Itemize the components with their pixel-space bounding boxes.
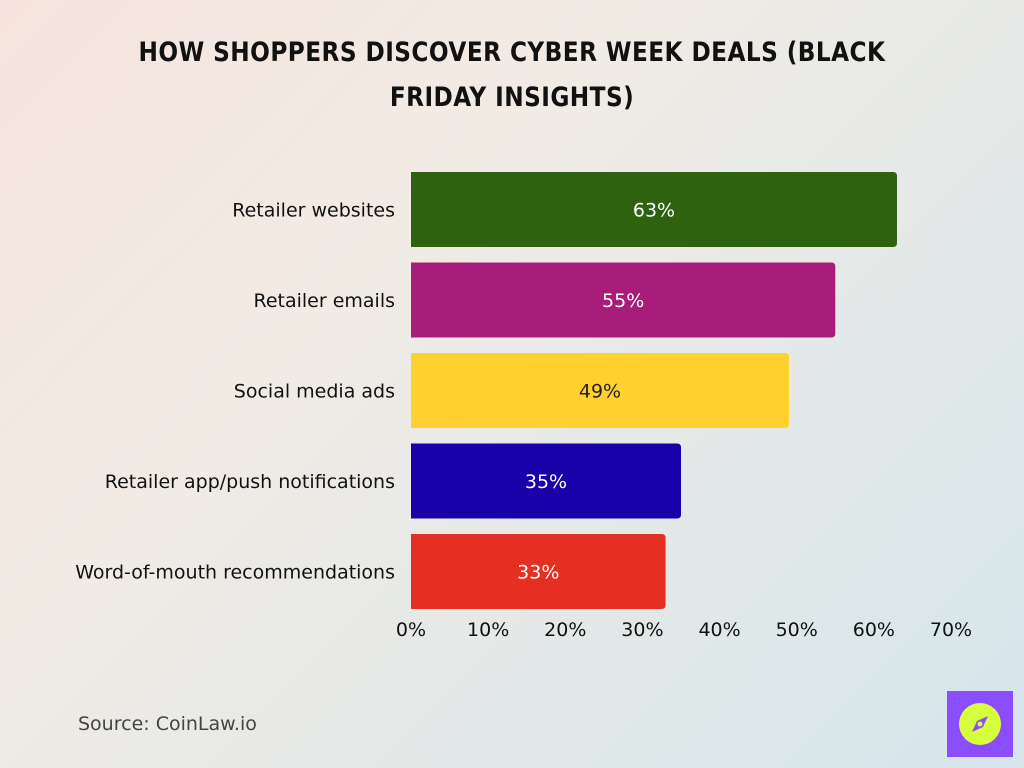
logo-badge [947,691,1013,757]
bar-4 [411,534,666,609]
x-tick-label: 30% [621,619,663,641]
data-label: 49% [579,381,621,403]
bar-2 [411,353,789,428]
data-label: 55% [602,290,644,312]
compass-icon [959,703,1001,745]
x-tick-label: 10% [467,619,509,641]
bar-1 [411,262,836,338]
source-note: Source: CoinLaw.io [78,713,257,735]
category-label: Social media ads [234,381,395,403]
bar-0 [411,172,897,247]
data-label: 63% [633,200,675,222]
category-label: Retailer app/push notifications [105,471,395,493]
category-label: Retailer emails [253,290,395,312]
x-tick-label: 50% [776,619,818,641]
x-tick-label: 40% [698,619,740,641]
x-tick-label: 0% [396,619,426,641]
data-label: 35% [525,471,567,493]
x-tick-label: 60% [853,619,895,641]
chart-title: How Shoppers Discover Cyber Week Deals (… [138,37,886,113]
bar-3 [411,443,681,519]
category-label: Retailer websites [232,200,395,222]
data-label: 33% [517,562,559,584]
x-tick-label: 70% [930,619,972,641]
x-tick-label: 20% [544,619,586,641]
category-label: Word-of-mouth recommendations [75,562,395,584]
